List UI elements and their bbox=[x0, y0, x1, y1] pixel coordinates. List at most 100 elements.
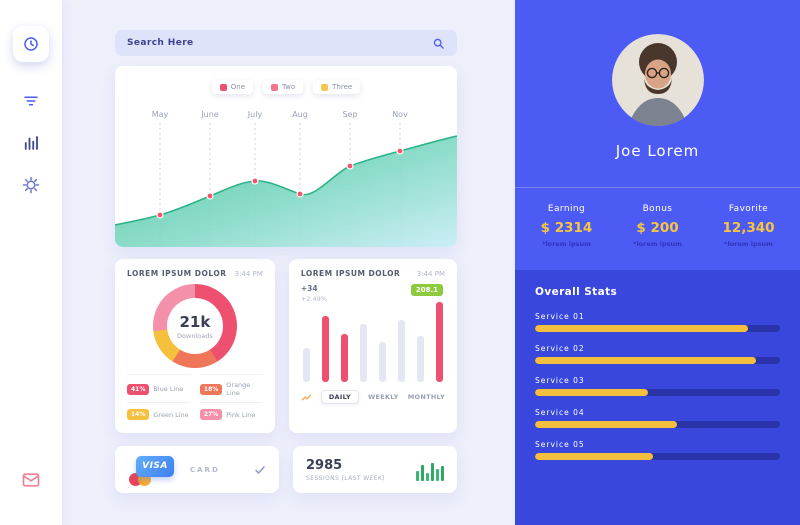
stat-label: Favorite bbox=[728, 204, 769, 214]
service-row: Service 03 bbox=[535, 376, 780, 396]
donut-legend-item[interactable]: 41% Blue Line bbox=[127, 374, 190, 402]
percent-badge: 41% bbox=[127, 383, 150, 395]
month-label: June bbox=[200, 110, 219, 119]
donut-label: Downloads bbox=[177, 331, 213, 340]
area-fill bbox=[115, 136, 457, 247]
sidebar-item-home[interactable] bbox=[13, 26, 49, 62]
mini-bar bbox=[436, 468, 439, 481]
legend-item-three[interactable]: Three bbox=[313, 80, 361, 94]
trend-icon bbox=[301, 394, 312, 400]
overall-stats-panel: Overall Stats Service 01 Service 02 Serv… bbox=[515, 270, 800, 525]
sidebar bbox=[0, 0, 62, 525]
sessions-card: 2985 SESSIONS (LAST WEEK) bbox=[293, 446, 457, 493]
trend-chart-card: One Two Three bbox=[115, 66, 457, 247]
progress-bar[interactable] bbox=[535, 389, 780, 396]
card-timestamp: 3:44 PM bbox=[234, 269, 263, 278]
donut-legend-item[interactable]: 14% Green Line bbox=[127, 402, 190, 425]
bar-chart-icon bbox=[24, 136, 38, 150]
bar bbox=[435, 302, 443, 382]
delta-primary: +34 bbox=[300, 284, 318, 293]
mini-bar bbox=[431, 462, 434, 481]
donut-value: 21k bbox=[179, 312, 211, 331]
percent-badge: 27% bbox=[199, 409, 223, 420]
sessions-summary: 2985 SESSIONS (LAST WEEK) bbox=[306, 458, 385, 482]
donut-legend: 41% Blue Line 18% Orange Line 14% Green … bbox=[127, 374, 263, 425]
service-row: Service 04 bbox=[535, 408, 780, 428]
tab-monthly[interactable]: MONTHLY bbox=[407, 393, 445, 401]
stat-label: Earning bbox=[547, 204, 586, 214]
stat-bonus: Bonus $ 200 *lorem ipsum bbox=[612, 204, 703, 248]
progress-bar[interactable] bbox=[535, 453, 780, 460]
legend-label: Three bbox=[332, 83, 353, 91]
bar bbox=[359, 324, 367, 382]
mini-bar bbox=[441, 465, 444, 481]
month-label: July bbox=[247, 110, 263, 119]
profile-name: Joe Lorem bbox=[615, 142, 700, 160]
card-brand-logos: VISA bbox=[128, 454, 180, 486]
progress-fill bbox=[535, 453, 653, 460]
donut-legend-item[interactable]: 18% Orange Line bbox=[199, 374, 263, 402]
tab-daily[interactable]: DAILY bbox=[320, 390, 360, 404]
bar bbox=[416, 336, 424, 382]
donut-legend-item[interactable]: 27% Pink Line bbox=[199, 402, 263, 425]
progress-bar[interactable] bbox=[535, 357, 780, 364]
service-label: Service 03 bbox=[535, 376, 585, 385]
tab-weekly[interactable]: WEEKLY bbox=[368, 393, 399, 401]
card-label: CARD bbox=[190, 465, 220, 474]
legend-dot bbox=[321, 83, 329, 91]
progress-fill bbox=[535, 325, 749, 332]
stat-value: 12,340 bbox=[722, 220, 775, 236]
data-points bbox=[156, 147, 404, 219]
stat-subtext: *lorem ipsum bbox=[724, 240, 773, 248]
service-label: Service 05 bbox=[535, 440, 585, 449]
search-icon[interactable] bbox=[432, 37, 445, 50]
progress-bar[interactable] bbox=[535, 325, 780, 332]
progress-bar[interactable] bbox=[535, 421, 780, 428]
stat-label: Bonus bbox=[642, 204, 673, 214]
visa-logo-icon: VISA bbox=[136, 455, 174, 477]
chart-period-tabs: DAILY WEEKLY MONTHLY bbox=[301, 390, 445, 404]
sidebar-item-messages[interactable] bbox=[13, 465, 49, 495]
month-label: Nov bbox=[392, 110, 408, 119]
card-title: LOREM IPSUM DOLOR bbox=[127, 269, 227, 278]
avatar[interactable] bbox=[611, 34, 704, 126]
donut-center: 21k Downloads bbox=[166, 298, 223, 354]
card-header: LOREM IPSUM DOLOR 3:44 PM bbox=[127, 269, 263, 278]
search-input[interactable] bbox=[127, 38, 432, 48]
bar bbox=[378, 342, 386, 382]
month-label: May bbox=[152, 110, 169, 119]
filter-icon bbox=[24, 96, 38, 106]
bar bbox=[397, 320, 405, 382]
sessions-value: 2985 bbox=[306, 457, 343, 473]
legend-item-two[interactable]: Two bbox=[263, 80, 304, 94]
stat-value: $ 200 bbox=[636, 220, 679, 236]
search-bar bbox=[115, 30, 457, 56]
check-icon[interactable] bbox=[254, 464, 266, 476]
card-title: LOREM IPSUM DOLOR bbox=[300, 269, 401, 278]
profile-panel: Joe Lorem Earning $ 2314 *lorem ipsum Bo… bbox=[515, 0, 800, 525]
clock-icon bbox=[24, 37, 38, 51]
profile-stats: Earning $ 2314 *lorem ipsum Bonus $ 200 … bbox=[515, 188, 800, 270]
stat-value: $ 2314 bbox=[540, 220, 593, 236]
bars-row bbox=[301, 302, 445, 382]
stat-favorite: Favorite 12,340 *lorem ipsum bbox=[703, 204, 794, 248]
value-badge: 208.1 bbox=[410, 284, 443, 296]
donut-chart: 21k Downloads bbox=[152, 284, 237, 368]
sidebar-item-analytics[interactable] bbox=[13, 128, 49, 158]
progress-fill bbox=[535, 421, 678, 428]
legend-label: Orange Line bbox=[226, 381, 251, 397]
chart-legend: One Two Three bbox=[115, 66, 457, 94]
legend-item-one[interactable]: One bbox=[211, 80, 254, 94]
sidebar-item-settings[interactable] bbox=[13, 170, 49, 200]
sidebar-item-filter[interactable] bbox=[13, 86, 49, 116]
month-label: Aug bbox=[292, 110, 308, 119]
progress-fill bbox=[535, 357, 756, 364]
mini-bar-chart bbox=[416, 459, 444, 481]
legend-label: One bbox=[230, 83, 246, 91]
legend-label: Two bbox=[282, 83, 296, 91]
area-line bbox=[115, 135, 457, 226]
payment-card: VISA CARD bbox=[115, 446, 279, 493]
middle-cards-row: LOREM IPSUM DOLOR 3:44 PM 21k Downloads … bbox=[115, 259, 457, 433]
stat-earning: Earning $ 2314 *lorem ipsum bbox=[521, 204, 612, 248]
